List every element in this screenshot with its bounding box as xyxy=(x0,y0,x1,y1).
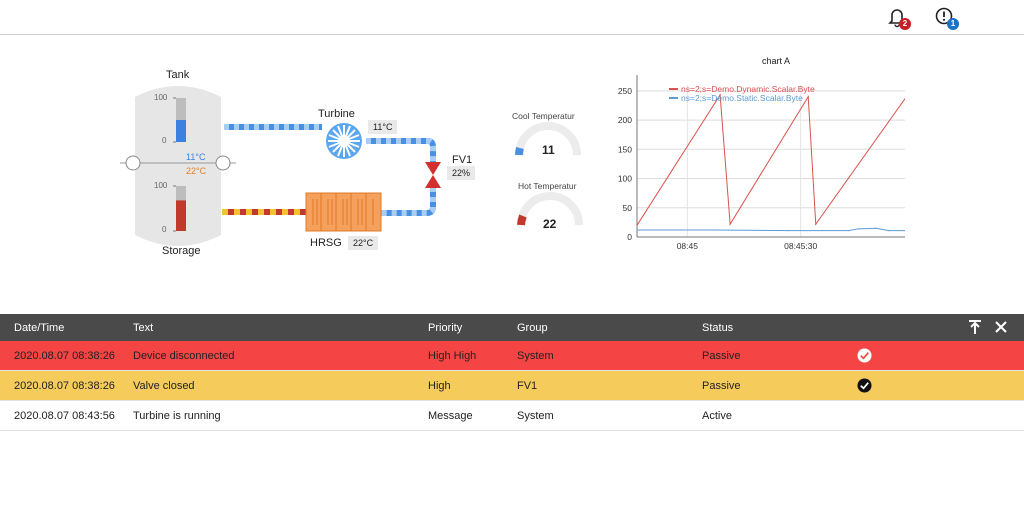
tank-nozzle-right xyxy=(215,155,231,171)
alarm-table-header: Date/Time Text Priority Group Status xyxy=(0,314,1024,341)
data-point xyxy=(847,229,850,232)
alarm-rows: 2020.08.07 08:38:26 Device disconnected Hi… xyxy=(0,341,1024,431)
y-tick-label: 250 xyxy=(618,86,632,96)
y-tick-label: 0 xyxy=(627,232,632,242)
cool-gauge-value: 11 xyxy=(542,143,555,157)
line-chart: 0 50 100 150 200 250 08:45 08:45:30 ns=2;s=Demo.… xyxy=(618,75,905,251)
hot-gauge-title: Hot Temperatur xyxy=(518,181,577,191)
header-status: Status xyxy=(702,321,734,334)
hot-gauge-value: 22 xyxy=(543,217,557,231)
alarm-group: FV1 xyxy=(517,379,538,392)
alarm-group: System xyxy=(517,409,554,422)
alarm-priority: High High xyxy=(428,349,477,362)
turbine-label: Turbine xyxy=(318,108,355,120)
table-row[interactable]: 2020.08.07 08:38:26 Device disconnected Hi… xyxy=(0,341,1024,371)
y-tick-label: 150 xyxy=(618,144,632,154)
alarm-datetime: 2020.08.07 08:43:56 xyxy=(14,409,115,422)
turbine-temp-value: 11°C xyxy=(368,120,398,134)
hrsg-temp-value: 22°C xyxy=(348,236,379,250)
alerts-count-badge: 1 xyxy=(947,18,959,30)
series-line xyxy=(637,227,905,232)
notifications-count-badge: 2 xyxy=(899,18,911,30)
turbine-icon xyxy=(326,123,362,159)
tank-top-level-fill xyxy=(176,120,186,142)
data-point xyxy=(729,223,731,225)
notifications-button[interactable]: 2 xyxy=(886,6,911,30)
alarm-status: Passive xyxy=(702,379,741,392)
x-tick-label: 08:45 xyxy=(677,241,699,251)
y-tick-label: 50 xyxy=(623,203,633,213)
tank-vessel xyxy=(135,86,221,246)
data-point xyxy=(875,227,877,229)
alarm-text: Device disconnected xyxy=(133,349,235,362)
alarm-group: System xyxy=(517,349,554,362)
scale-bottom-max: 100 xyxy=(154,181,168,190)
y-tick-label: 200 xyxy=(618,115,632,125)
top-bar: 2 1 xyxy=(0,0,1024,35)
table-row[interactable]: 2020.08.07 08:43:56 Turbine is running Mes… xyxy=(0,401,1024,431)
header-priority: Priority xyxy=(428,321,463,334)
hot-temperature-gauge xyxy=(517,192,583,226)
table-row[interactable]: 2020.08.07 08:38:26 Valve closed High FV1 Pa… xyxy=(0,371,1024,401)
process-view: Tank Storage Turbine HRSG FV1 100 0 100 … xyxy=(0,35,1024,313)
alerts-button[interactable]: 1 xyxy=(934,6,959,30)
x-tick-label: 08:45:30 xyxy=(784,241,817,251)
pin-to-top-icon[interactable] xyxy=(966,318,984,336)
chart-title: chart A xyxy=(762,56,791,66)
scale-top-min: 0 xyxy=(162,136,167,145)
close-icon[interactable] xyxy=(992,318,1010,336)
cool-gauge-title: Cool Temperatur xyxy=(512,111,575,121)
hrsg-icon xyxy=(305,192,382,232)
data-point xyxy=(815,223,817,225)
data-point xyxy=(719,94,721,96)
header-group: Group xyxy=(517,321,548,334)
alarm-status: Active xyxy=(702,409,732,422)
data-point xyxy=(636,224,638,226)
alarm-text: Turbine is running xyxy=(133,409,221,422)
fv1-value: 22% xyxy=(447,166,476,180)
data-point xyxy=(636,229,638,231)
fv1-valve-icon xyxy=(425,162,441,188)
fv1-label: FV1 xyxy=(452,154,473,166)
process-diagram xyxy=(120,86,583,246)
tank-hot-temp: 22°C xyxy=(186,166,207,176)
alarm-priority: Message xyxy=(428,409,473,422)
data-point xyxy=(787,229,789,232)
alarm-status: Passive xyxy=(702,349,741,362)
exclamation-circle-icon xyxy=(935,7,953,25)
tank-label: Tank xyxy=(166,69,190,81)
acknowledge-check-icon[interactable] xyxy=(857,378,872,393)
y-tick-label: 100 xyxy=(618,174,632,184)
scale-bottom-min: 0 xyxy=(162,225,167,234)
alarm-priority: High xyxy=(428,379,451,392)
header-datetime: Date/Time xyxy=(14,321,65,334)
header-text: Text xyxy=(133,321,154,334)
storage-label: Storage xyxy=(162,245,201,257)
hrsg-label: HRSG xyxy=(310,237,342,249)
tank-cool-temp: 11°C xyxy=(186,152,206,162)
legend-label: ns=2;s=Demo.Dynamic.Scalar.Byte xyxy=(681,84,815,94)
legend-label: ns=2;s=Demo.Static.Scalar.Byte xyxy=(681,93,803,103)
tank-bottom-level-fill xyxy=(176,200,186,231)
acknowledge-check-icon[interactable] xyxy=(857,348,872,363)
alarm-table: Date/Time Text Priority Group Status 202… xyxy=(0,314,1024,431)
data-point xyxy=(807,96,809,98)
alarm-text: Valve closed xyxy=(133,379,195,392)
tank-nozzle-left xyxy=(125,155,141,171)
alarm-datetime: 2020.08.07 08:38:26 xyxy=(14,379,115,392)
data-point xyxy=(888,229,890,232)
data-point xyxy=(711,229,714,231)
alarm-datetime: 2020.08.07 08:38:26 xyxy=(14,349,115,362)
cool-temperature-gauge xyxy=(515,122,581,156)
data-point xyxy=(857,228,860,230)
scale-top-max: 100 xyxy=(154,93,168,102)
series-line xyxy=(636,93,905,226)
